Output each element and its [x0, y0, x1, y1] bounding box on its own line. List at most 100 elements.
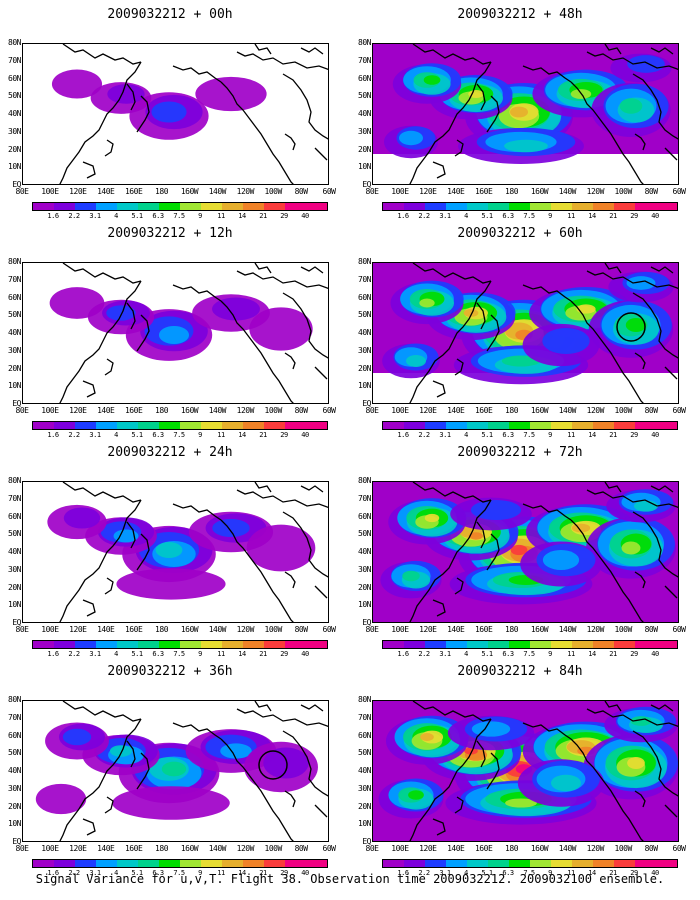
- lon-tick-label: 120W: [236, 625, 255, 634]
- panel-title: 2009032212 + 84h: [457, 664, 583, 679]
- colorbar-swatch: [33, 203, 54, 210]
- lon-tick-label: 140E: [447, 406, 465, 415]
- coastline: [220, 738, 294, 841]
- colorbar-label: 5.1: [131, 650, 143, 658]
- colorbar-swatch: [446, 422, 467, 429]
- map-frame: [22, 43, 329, 185]
- coastline: [432, 161, 446, 179]
- coastline: [314, 585, 328, 599]
- coastline: [409, 280, 492, 403]
- coastline: [586, 51, 678, 70]
- variance-contour: [633, 500, 659, 512]
- lat-tick-label: 70N: [358, 712, 371, 722]
- lat-tick-label: 20N: [358, 144, 371, 154]
- colorbar-swatch: [572, 422, 593, 429]
- colorbar-label: 4: [464, 869, 468, 877]
- coastline: [412, 263, 492, 284]
- colorbar-swatch: [425, 860, 446, 867]
- coastline: [172, 284, 222, 302]
- lon-tick-label: 100W: [264, 844, 283, 853]
- colorbar-swatch: [96, 860, 117, 867]
- colorbar-swatch: [572, 641, 593, 648]
- colorbar-swatch: [33, 641, 54, 648]
- colorbar-label: 40: [301, 212, 309, 220]
- colorbar-label: 29: [280, 650, 288, 658]
- colorbar-swatch: [159, 422, 180, 429]
- variance-contour: [155, 541, 183, 559]
- lon-tick-label: 160E: [474, 406, 493, 415]
- forecast-panel: 2009032212 + 48h 80N 70N 60N 50N 40N 30N 20N 10N…: [350, 5, 690, 220]
- lon-tick-label: 80W: [294, 625, 308, 634]
- variance-contour: [402, 570, 420, 582]
- colorbar-swatch: [243, 203, 264, 210]
- coastline: [570, 519, 644, 622]
- colorbar-swatch: [54, 641, 75, 648]
- colorbar-swatch: [425, 203, 446, 210]
- lon-tick-label: 60W: [672, 187, 686, 196]
- lon-tick-label: 140W: [208, 187, 227, 196]
- colorbar-label: 4: [464, 212, 468, 220]
- lat-tick-label: 70N: [358, 55, 371, 65]
- colorbar-swatch: [306, 641, 327, 648]
- lat-tick-label: 10N: [358, 600, 371, 610]
- coastline: [522, 722, 572, 740]
- lat-tick-label: 50N: [8, 91, 21, 101]
- lon-tick-label: 140W: [208, 844, 227, 853]
- forecast-panel: 2009032212 + 12h 80N 70N 60N 50N 40N 30N 20N 10N…: [0, 224, 340, 439]
- colorbar-swatch: [222, 860, 243, 867]
- colorbar-swatch: [467, 641, 488, 648]
- colorbar-label: 21: [259, 431, 267, 439]
- variance-contour: [158, 325, 190, 345]
- colorbar-swatch: [488, 641, 509, 648]
- coastline: [650, 266, 674, 274]
- colorbar-label: 9: [198, 431, 202, 439]
- colorbar-label: 11: [217, 212, 225, 220]
- lon-tick-label: 140W: [558, 406, 577, 415]
- lon-tick-label: 140W: [208, 406, 227, 415]
- variance-contour: [627, 756, 645, 770]
- colorbar-label: 7.5: [173, 869, 185, 877]
- variance-contour: [419, 298, 435, 308]
- panel-title: 2009032212 + 00h: [107, 7, 233, 22]
- forecast-panel: 2009032212 + 84h 80N 70N 60N 50N 40N 30N 20N 10N…: [350, 662, 690, 877]
- colorbar-swatch: [656, 203, 677, 210]
- colorbar-swatch: [572, 203, 593, 210]
- lat-tick-label: 40N: [358, 766, 371, 775]
- colorbar-swatch: [75, 641, 96, 648]
- lon-tick-label: 100W: [614, 844, 633, 853]
- coastline: [282, 292, 328, 359]
- colorbar-swatch: [404, 641, 425, 648]
- lat-tick-label: 80N: [358, 695, 371, 704]
- colorbar-label: 2.2: [418, 431, 430, 439]
- lat-tick-label: 60N: [8, 73, 21, 83]
- map-frame: [22, 700, 329, 842]
- colorbar-label: 11: [217, 869, 225, 877]
- variance-contour: [408, 790, 424, 800]
- lon-tick-label: 120E: [419, 844, 437, 853]
- lon-tick-label: 80E: [365, 625, 379, 634]
- colorbar-label: 14: [238, 869, 246, 877]
- coastline: [634, 790, 646, 808]
- colorbar-swatch: [614, 641, 635, 648]
- lon-tick-label: 80W: [294, 187, 308, 196]
- lat-tick-label: EQ: [12, 837, 21, 846]
- coastline: [126, 302, 136, 330]
- colorbar-label: 5.1: [131, 869, 143, 877]
- variance-contour: [420, 733, 434, 741]
- variance-contour: [62, 728, 92, 746]
- lat-tick-label: 40N: [8, 766, 21, 775]
- lon-tick-label: 160E: [474, 187, 493, 196]
- coastline: [104, 577, 114, 595]
- map-frame: [372, 481, 679, 623]
- colorbar-label: 6.3: [152, 650, 164, 658]
- colorbar-swatch: [117, 860, 138, 867]
- colorbar-swatch: [383, 203, 404, 210]
- colorbar-swatch: [551, 641, 572, 648]
- colorbar-label: 9: [198, 212, 202, 220]
- lat-tick-label: 20N: [8, 582, 21, 592]
- colorbar-label: 6.3: [152, 212, 164, 220]
- colorbar-swatch: [509, 860, 530, 867]
- coastline: [486, 533, 500, 571]
- colorbar-label: 29: [630, 869, 638, 877]
- coastline: [126, 521, 136, 549]
